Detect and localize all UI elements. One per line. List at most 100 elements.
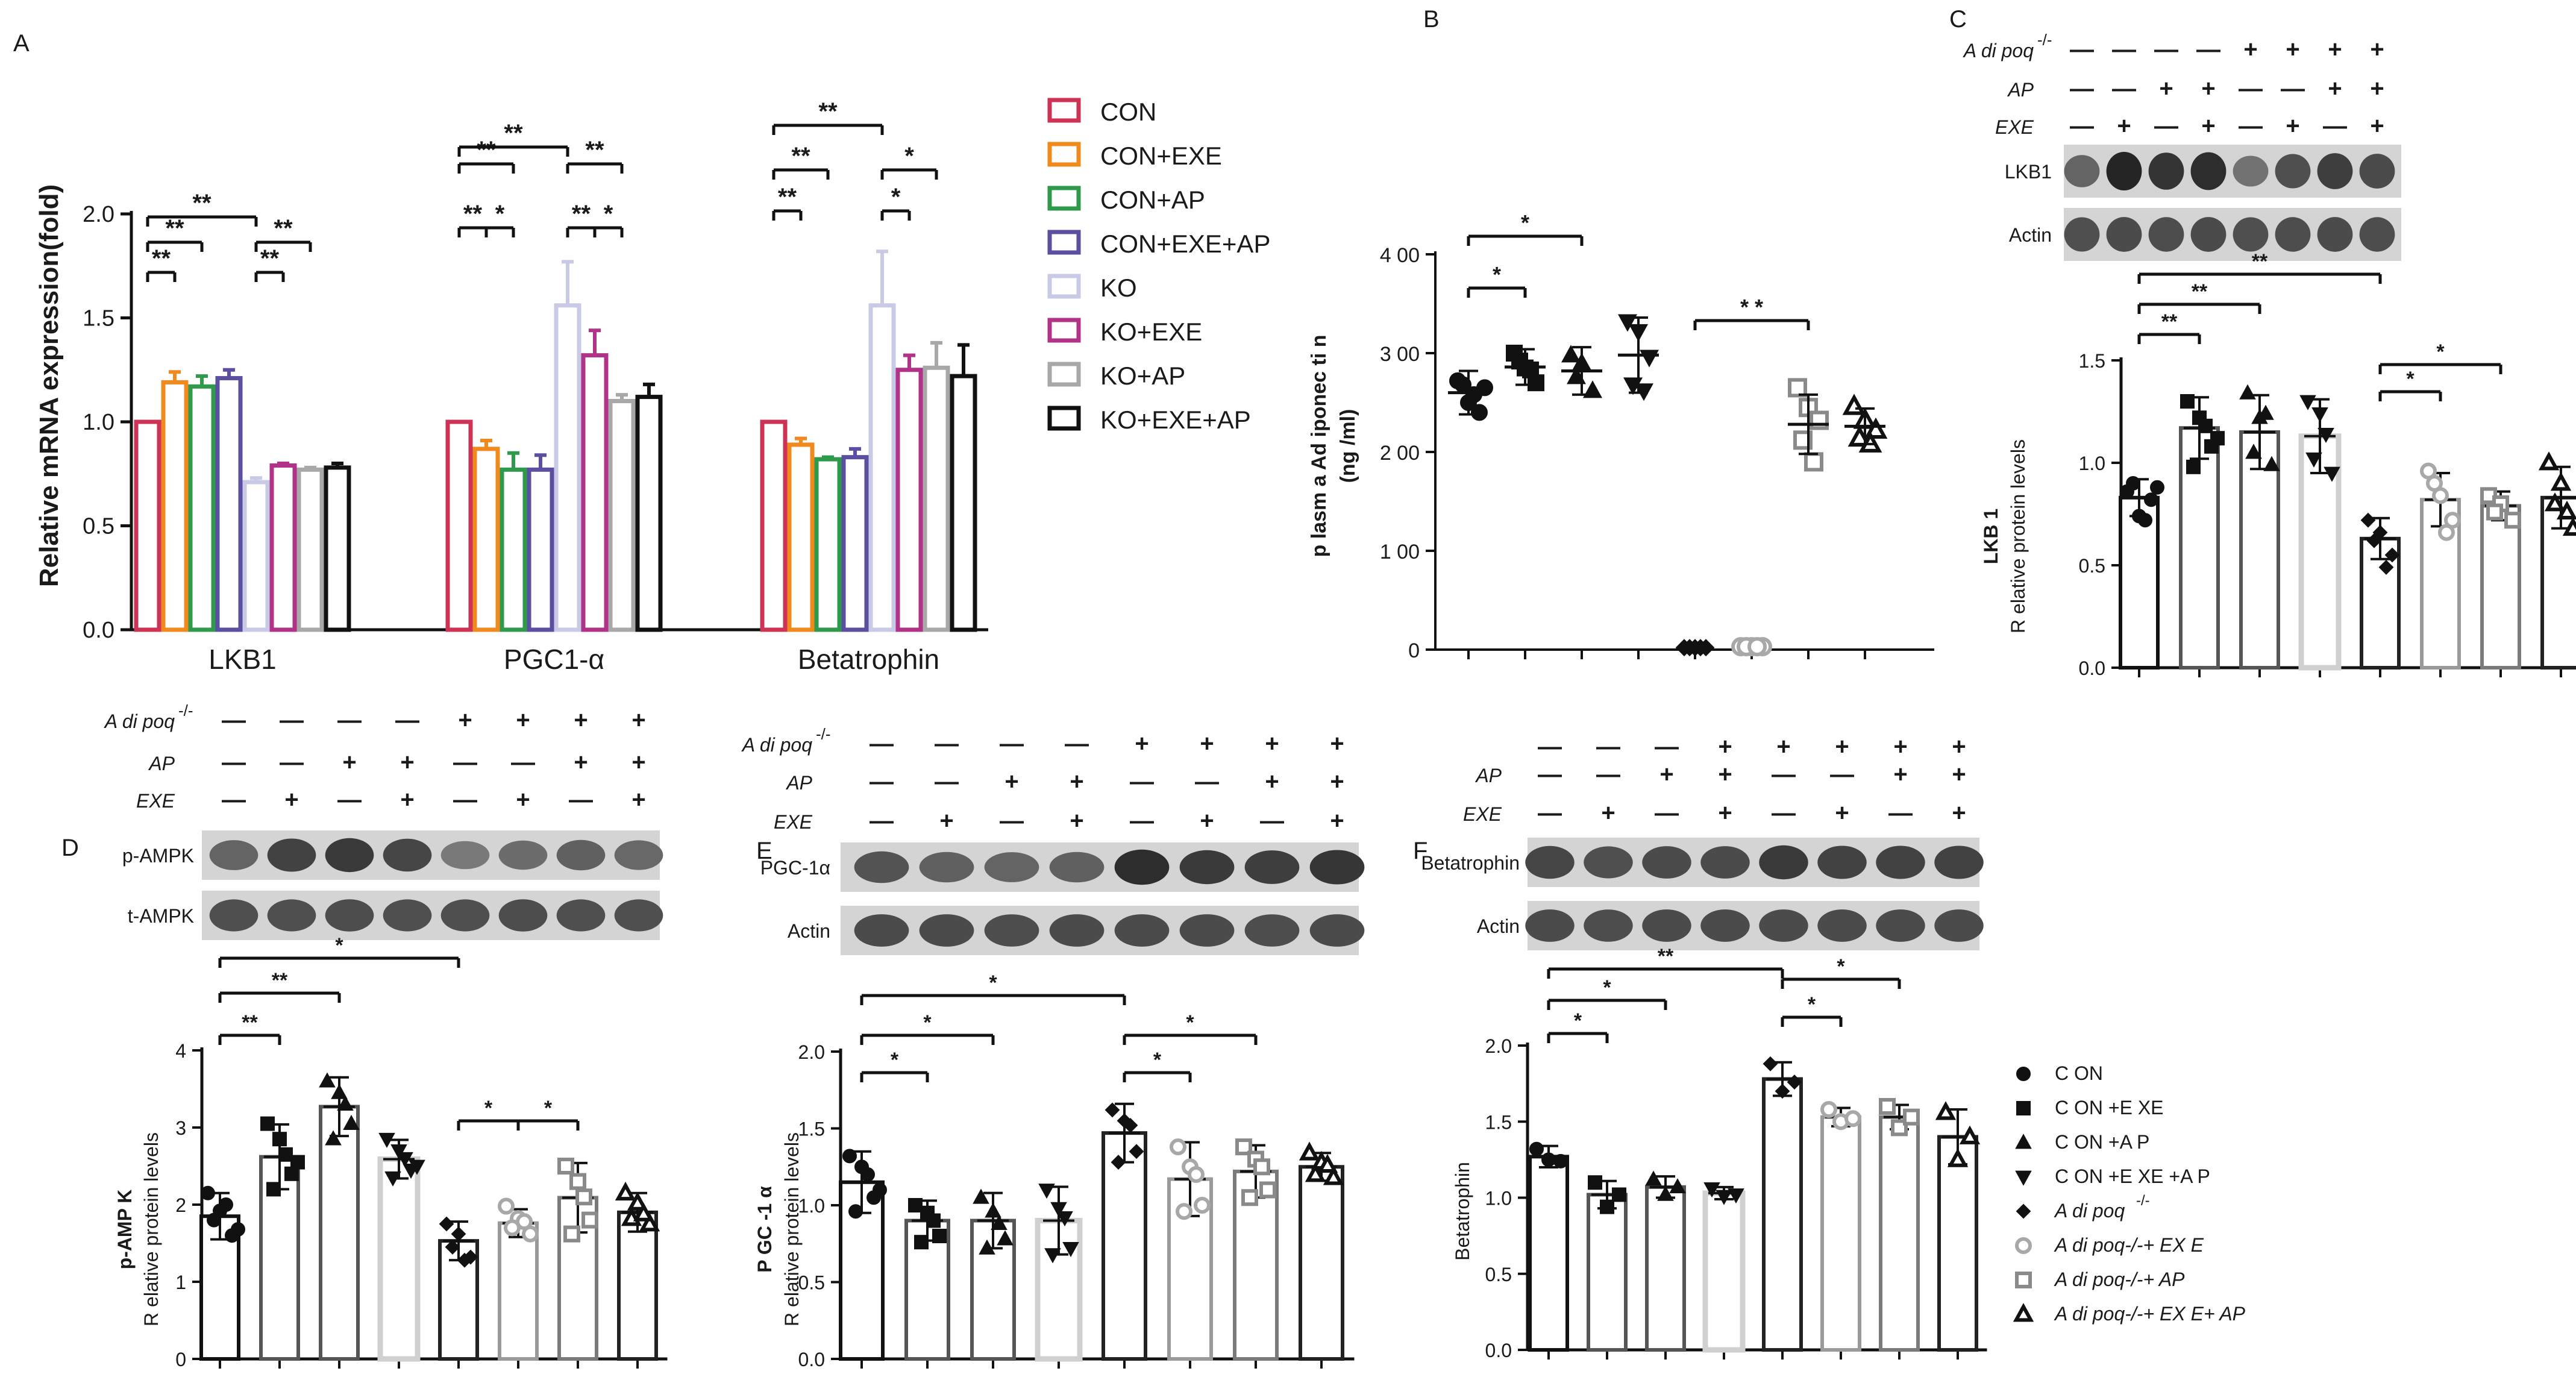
c-blot-sign: + — [2286, 36, 2299, 63]
c-blot-sign: + — [2243, 36, 2257, 63]
e-blot-sign: + — [1135, 730, 1149, 757]
e-point-CON+AP — [973, 1188, 989, 1204]
e-point-CON+EXE+AP — [1050, 1202, 1067, 1217]
e-blot-sign: — — [870, 808, 894, 834]
d-point-Adipoq-/- — [451, 1226, 466, 1242]
d-blot-sign: — — [511, 749, 535, 776]
e-point-CON+AP — [991, 1214, 1008, 1230]
f-significance-bracket-1-label: * — [1603, 976, 1611, 999]
f-blot-sign: + — [1659, 761, 1673, 788]
f-y-tick-label: 1.5 — [1485, 1111, 1512, 1133]
c-blot-band-lane-7 — [2359, 154, 2395, 189]
legend-a-label: KO+EXE+AP — [1100, 406, 1251, 434]
a-bar-Betatrophin-KO+AP — [923, 365, 950, 632]
c-point-CON+EXE — [2198, 418, 2213, 433]
e-point-Adipoq-/-+EXE+AP — [1299, 1141, 1320, 1161]
d-blot-band-lane-6 — [556, 899, 606, 932]
legend-f-marker-0 — [2016, 1067, 2031, 1081]
c-blot-sign: + — [2370, 75, 2384, 102]
e-blot-sign: — — [1065, 730, 1089, 757]
b-point-CON+AP — [1561, 345, 1581, 363]
c-point-CON+EXE+AP — [2324, 466, 2340, 482]
e-y-axis-title: R elative protein levels — [781, 1132, 803, 1326]
a-bar-Betatrophin-CON+EXE+AP — [841, 455, 869, 632]
d-blot-band-lane-3 — [383, 899, 432, 932]
f-point-Adipoq-/-+AP — [1879, 1098, 1896, 1115]
c-point-CON+EXE+AP — [2305, 452, 2322, 468]
d-blot-band-lane-3 — [383, 838, 432, 872]
d-point-Adipoq-/- — [439, 1216, 454, 1232]
c-blot-sign: — — [2112, 75, 2136, 102]
e-significance-bracket-1-label: * — [923, 1011, 932, 1034]
b-point-CON+AP — [1583, 380, 1602, 398]
legend-a-label: CON+AP — [1100, 186, 1205, 214]
c-significance-bracket-1-label: ** — [2192, 280, 2208, 303]
c-point-Adipoq-/-+EXE — [2438, 524, 2455, 541]
d-blot-sign: — — [222, 707, 246, 733]
e-point-Adipoq-/- — [1111, 1155, 1126, 1170]
a-x-category-label: LKB1 — [208, 644, 277, 675]
b-y-tick-label: 3 00 — [1380, 343, 1420, 366]
a-bar-PGC1-α-CON — [445, 419, 473, 632]
d-y-tick-label: 4 — [175, 1040, 186, 1062]
f-blot-sign: + — [1601, 800, 1615, 826]
f-point-Adipoq-/-+AP — [1903, 1108, 1920, 1126]
panel-label-d: D — [61, 835, 79, 861]
e-bar-Adipoq-/-+EXE+AP — [1299, 1165, 1344, 1361]
d-blot-sign: + — [516, 707, 530, 733]
b-point-Adipoq-/-+AP — [1810, 410, 1829, 430]
a-significance-bracket-11-label: ** — [585, 137, 604, 163]
c-blot-sign: — — [2196, 36, 2220, 63]
d-blot-band-lane-5 — [498, 899, 548, 932]
f-point-Adipoq-/-+AP — [1891, 1119, 1908, 1137]
e-y-tick-label: 1.0 — [798, 1195, 825, 1217]
e-blot-band-lane-7 — [1309, 850, 1365, 885]
c-blot-sign: — — [2070, 75, 2094, 102]
legend-a-swatch-2 — [1047, 186, 1081, 211]
legend-f-label: A di poq — [2054, 1200, 2125, 1222]
a-bar-LKB1-CON — [134, 419, 161, 632]
d-point-Adipoq-/-+EXE+AP — [627, 1191, 648, 1211]
f-point-Adipoq-/-+EXE — [1844, 1110, 1861, 1128]
d-point-CON+AP — [337, 1095, 354, 1111]
e-significance-bracket-0-label: * — [891, 1049, 899, 1071]
f-blot-band-lane-4 — [1759, 845, 1808, 880]
legend-a-swatch-6 — [1047, 362, 1081, 387]
legend-a-swatch-1 — [1047, 142, 1081, 167]
d-blot-band-lane-4 — [440, 899, 490, 932]
legend-f-label: C ON +E XE +A P — [2055, 1165, 2210, 1187]
legend-a-swatch-5 — [1047, 318, 1081, 343]
e-significance-bracket-3-label: * — [1153, 1049, 1162, 1071]
b-point-CON+EXE+AP — [1640, 350, 1659, 368]
c-point-Adipoq-/- — [2366, 533, 2382, 548]
d-blot-sign: — — [280, 707, 304, 733]
legend-f-label: A di poq-/-+ AP — [2054, 1269, 2185, 1290]
legend-f-marker-2 — [2015, 1134, 2032, 1149]
legend-f-marker-1 — [2016, 1101, 2031, 1115]
a-bar-PGC1-α-CON+AP — [500, 467, 527, 632]
c-blot-row-superscript: -/- — [2037, 31, 2052, 49]
e-point-CON — [860, 1167, 875, 1182]
legend-a-swatch-3 — [1047, 230, 1081, 255]
a-bar-Betatrophin-KO — [868, 303, 896, 632]
f-point-CON+AP — [1657, 1185, 1674, 1201]
a-bar-LKB1-KO — [242, 480, 270, 632]
e-blot-band-lane-4 — [1114, 914, 1170, 947]
c-point-Adipoq-/- — [2378, 559, 2394, 575]
e-blot-band-lane-4 — [1114, 849, 1170, 885]
e-y-axis-protein: P GC -1 α — [754, 1186, 776, 1273]
b-y-tick-label: 0 — [1408, 639, 1420, 662]
d-point-Adipoq-/-+EXE+AP — [639, 1212, 660, 1232]
f-blot-sign: — — [1830, 761, 1854, 788]
f-bar-Adipoq-/-+AP — [1879, 1115, 1920, 1352]
e-blot-sign: + — [1265, 768, 1279, 795]
d-significance-bracket-2-label: * — [335, 934, 343, 957]
d-point-CON+EXE — [272, 1132, 287, 1147]
legend-f-label: C ON +A P — [2055, 1131, 2149, 1153]
c-blot-sign: — — [2239, 75, 2263, 102]
a-significance-bracket-13-label: ** — [791, 143, 810, 169]
e-blot-sign: — — [1130, 768, 1154, 795]
a-y-tick-label: 0.0 — [83, 618, 114, 643]
d-blot-band-lane-1 — [267, 899, 316, 932]
e-significance-bracket-4-label: * — [1186, 1011, 1194, 1034]
